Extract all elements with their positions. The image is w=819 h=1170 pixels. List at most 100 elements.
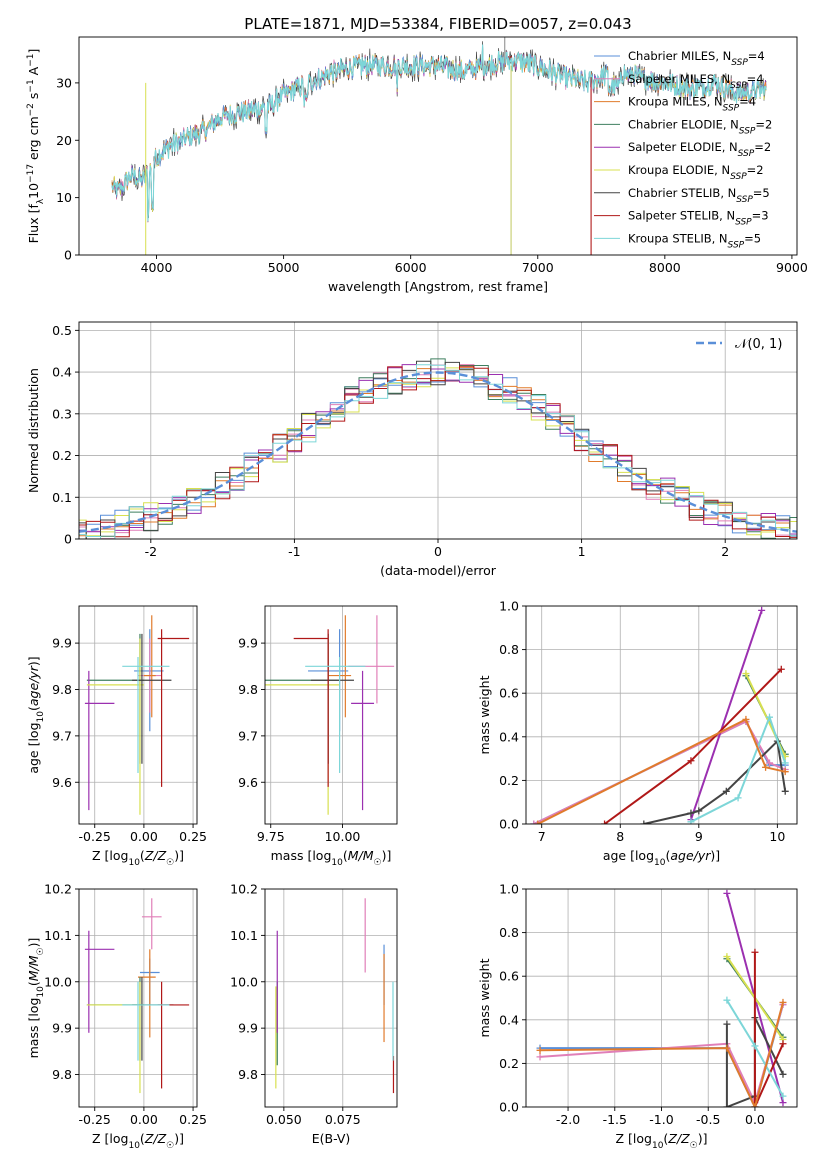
y-tick-label: 0 [64,532,72,547]
x-tick-label: 4000 [141,260,173,275]
weight-line-6 [643,739,787,824]
weight-marker [766,713,774,721]
weight-marker [687,818,695,824]
y-tick-label: 0.2 [499,1056,519,1071]
x-axis-label: age [log10(age/yr)] [603,848,720,868]
y-tick-label: 9.9 [52,636,72,651]
weight-marker [779,998,787,1006]
plot-area [265,889,397,1107]
error-point-7 [310,633,354,764]
x-axis-label: Z [log10(Z/Z☉)] [92,1131,184,1151]
weight-line-7 [753,952,784,1107]
y-tick-label: 1.0 [499,599,519,614]
y-axis-label: age [log10(age/yr)] [26,656,46,773]
weight-marker [779,1092,787,1100]
panel-2: -2 -1 0 1 2 0 0.1 0.2 0.3 0.4 0.5 (data-model)/erro… [26,321,798,578]
weight-marker [777,665,785,673]
axes-frame [78,605,198,825]
error-point-8 [293,629,329,787]
y-tick-label: 0.4 [499,1012,519,1027]
error-point-7 [132,633,172,764]
panel-6: -0.25 0.00 0.25 9.8 9.9 10.0 10.1 10.2 Z [log10(… [26,882,207,1152]
y-tick-label: 0 [64,248,72,263]
error-point-8 [157,981,190,1089]
error-point-4 [86,633,144,764]
x-tick-label: 0.00 [130,829,158,844]
x-axis-label: (data-model)/error [380,563,497,578]
legend-label: Salpeter STELIB, NSSP=3 [628,209,769,228]
weight-marker [601,820,609,824]
weight-marker [723,1020,731,1028]
weight-marker [742,715,750,723]
chart-title: PLATE=1871, MJD=53384, FIBERID=0057, z=0… [244,15,631,33]
x-tick-label: 9.75 [257,829,285,844]
error-point-8 [157,629,190,787]
x-axis-label: mass [log10(M/M☉)] [271,848,392,868]
y-tick-label: 10.1 [44,928,72,943]
y-tick-label: 9.8 [52,682,72,697]
x-axis-label: Z [log10(Z/Z☉)] [616,1131,708,1151]
x-axis-label: wavelength [Angstrom, rest frame] [328,279,548,294]
x-tick-label: -1 [288,544,300,559]
weight-marker [742,670,750,678]
y-tick-label: 10.2 [230,882,258,897]
weight-marker [536,1046,544,1054]
y-tick-label: 0.8 [499,925,519,940]
error-point-5 [84,930,115,1033]
x-tick-label: 5000 [268,260,300,275]
axes-frame [78,888,198,1108]
error-point-6 [86,981,144,1094]
x-tick-label: 9 [695,829,703,844]
y-tick-label: 9.9 [238,636,258,651]
y-tick-label: 0.4 [52,365,72,380]
weight-marker [687,757,695,765]
x-tick-label: 8 [616,829,624,844]
y-tick-label: 20 [56,133,72,148]
weight-marker [758,606,766,614]
y-axis-label: mass weight [477,958,492,1037]
weight-marker [751,1103,759,1107]
y-tick-label: 0.1 [52,490,72,505]
y-axis-label: Normed distribution [26,368,41,493]
error-point-4 [86,977,144,1061]
y-axis-label: mass [log10(M/M☉)] [26,938,46,1059]
error-point-5 [84,670,115,811]
x-tick-label: 0.0 [745,1112,765,1127]
weight-marker [723,996,731,1004]
legend-label: Chabrier STELIB, NSSP=5 [628,186,770,205]
y-tick-label: 9.7 [238,728,258,743]
y-tick-label: 1.0 [499,882,519,897]
x-tick-label: 8000 [649,260,681,275]
weight-marker [536,1053,544,1061]
axes-frame [78,36,798,256]
axes-frame [264,605,398,825]
y-tick-label: 9.8 [238,1067,258,1082]
y-tick-label: 9.9 [52,1021,72,1036]
error-point-2 [141,898,162,950]
y-tick-label: 9.6 [52,775,72,790]
y-tick-label: 10.0 [230,974,258,989]
y-tick-label: 0.2 [499,773,519,788]
normal-curve [79,371,797,533]
weight-line-9 [539,1002,784,1107]
y-tick-label: 10 [56,190,72,205]
weight-marker [687,809,695,817]
weight-marker [723,1103,731,1107]
weight-marker [751,1042,759,1050]
weight-marker [762,763,770,771]
x-tick-label: -1.0 [649,1112,673,1127]
y-tick-label: 0.2 [52,448,72,463]
y-tick-label: 9.8 [52,1067,72,1082]
error-point-6 [86,638,144,815]
y-tick-label: 0.6 [499,686,519,701]
plot-area [526,889,797,1107]
x-tick-label: 0.00 [130,1112,158,1127]
plot-area [265,606,397,824]
weight-marker [766,759,774,767]
weight-line-4 [690,610,763,820]
x-tick-label: 7000 [522,260,554,275]
plot-area [111,37,767,255]
y-tick-label: 10.1 [230,928,258,943]
x-tick-label: 0.25 [179,829,207,844]
